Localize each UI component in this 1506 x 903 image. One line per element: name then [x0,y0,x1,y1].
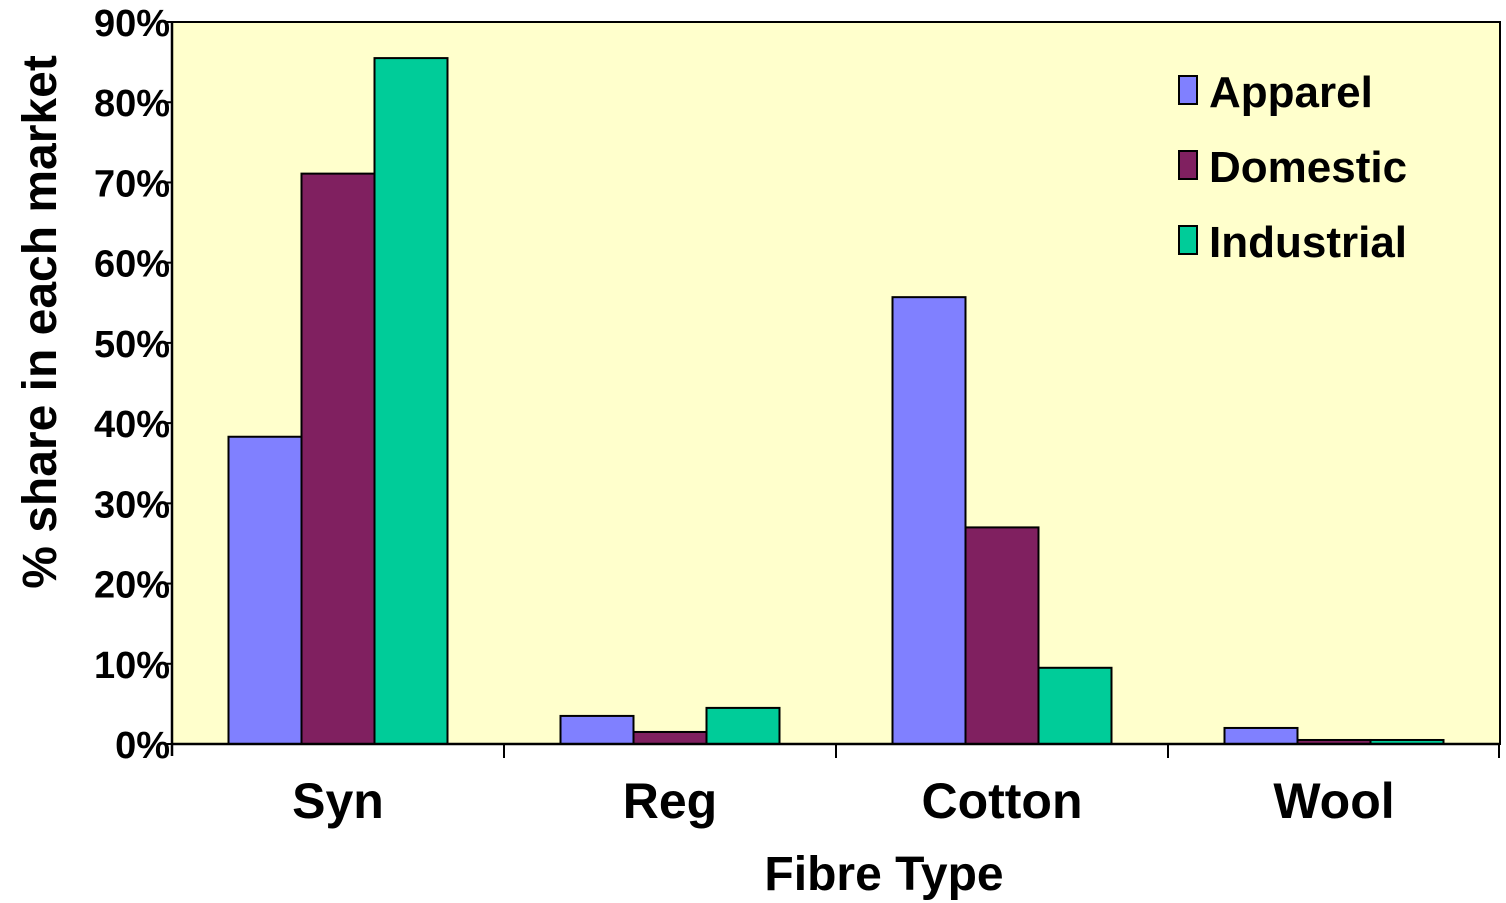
y-tick-label: 70% [94,163,170,205]
x-category-label: Cotton [921,773,1082,829]
legend-label-apparel: Apparel [1209,68,1373,117]
legend-label-domestic: Domestic [1209,143,1407,192]
y-axis-title: % share in each market [14,55,67,589]
axes-group [164,21,1500,758]
bar-apparel-reg [559,714,635,746]
bar-apparel-cotton [891,296,967,745]
legend-swatch-domestic [1178,150,1198,180]
x-tick-labels: Syn Reg Cotton Wool [292,773,1394,829]
x-category-label: Syn [292,773,384,829]
legend-swatch-industrial [1178,225,1198,255]
bar-apparel-wool [1223,726,1299,746]
legend-swatch-apparel [1178,75,1198,105]
y-tick-label: 0% [115,725,170,767]
bars-group [227,57,1445,746]
bar-domestic-cotton [964,526,1040,746]
bar-industrial-syn [373,57,449,746]
y-tick-label: 20% [94,565,170,607]
bar-industrial-cotton [1037,666,1113,745]
y-tick-label: 80% [94,83,170,125]
bar-industrial-reg [705,706,781,746]
y-tick-label: 40% [94,404,170,446]
bar-domestic-syn [300,172,376,745]
y-tick-label: 60% [94,244,170,286]
x-axis-title: Fibre Type [764,848,1003,901]
y-tick-label: 10% [94,645,170,687]
y-tick-label: 50% [94,324,170,366]
y-tick-label: 90% [94,3,170,45]
x-category-label: Wool [1273,773,1394,829]
y-tick-labels: 0% 10% 20% 30% 40% 50% 60% 70% 80% 90% [94,3,170,767]
legend: Apparel Domestic Industrial [1178,68,1407,267]
bar-apparel-syn [227,435,303,745]
legend-label-industrial: Industrial [1209,218,1407,267]
x-category-label: Reg [623,773,717,829]
y-tick-label: 30% [94,484,170,526]
bar-domestic-reg [632,730,708,746]
